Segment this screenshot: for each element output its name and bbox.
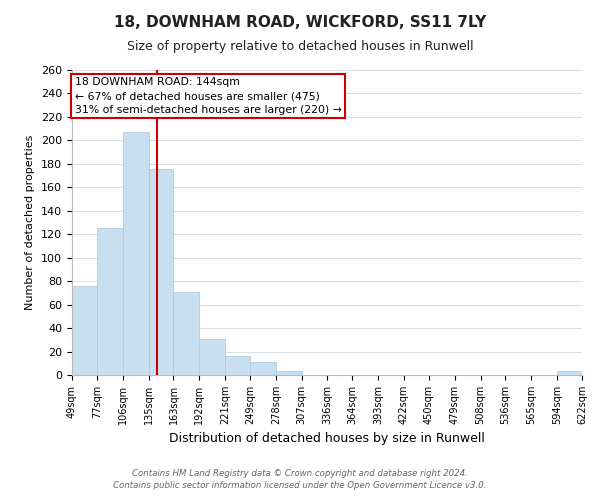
Bar [173,292,199,375]
Text: Size of property relative to detached houses in Runwell: Size of property relative to detached ho… [127,40,473,53]
Bar [123,132,149,375]
Text: Contains HM Land Registry data © Crown copyright and database right 2024.
Contai: Contains HM Land Registry data © Crown c… [113,468,487,490]
Bar [199,338,225,375]
Bar [250,362,276,375]
Text: 18 DOWNHAM ROAD: 144sqm
← 67% of detached houses are smaller (475)
31% of semi-d: 18 DOWNHAM ROAD: 144sqm ← 67% of detache… [74,77,341,115]
Text: 18, DOWNHAM ROAD, WICKFORD, SS11 7LY: 18, DOWNHAM ROAD, WICKFORD, SS11 7LY [114,15,486,30]
Bar [225,356,250,375]
Y-axis label: Number of detached properties: Number of detached properties [25,135,35,310]
Bar [276,372,302,375]
Bar [557,372,582,375]
X-axis label: Distribution of detached houses by size in Runwell: Distribution of detached houses by size … [169,432,485,446]
Bar [72,286,97,375]
Bar [97,228,123,375]
Bar [149,168,173,375]
